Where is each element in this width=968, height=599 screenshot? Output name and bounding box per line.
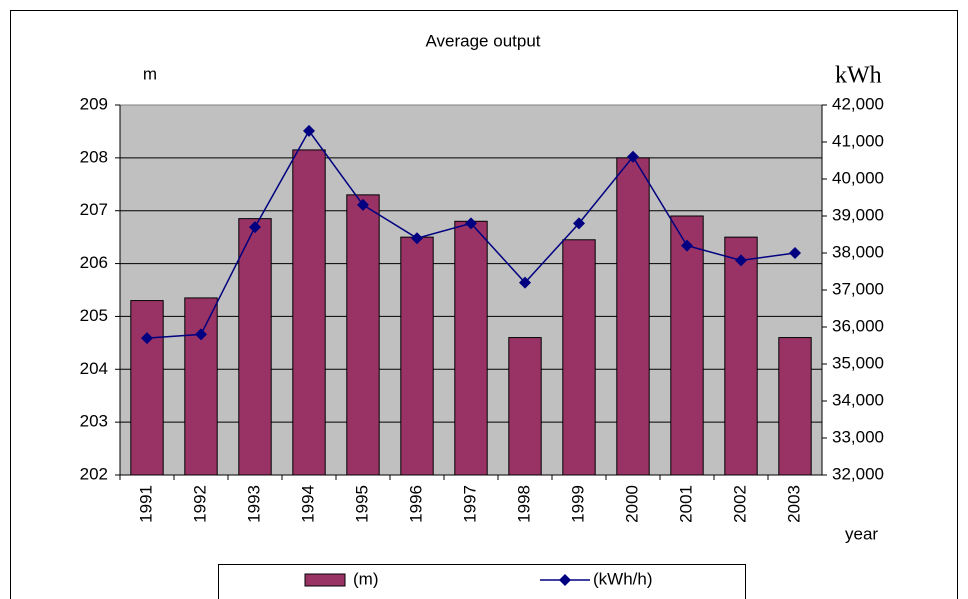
y2-tick-label: 41,000 <box>832 131 884 150</box>
y2-tick-label: 33,000 <box>832 427 884 446</box>
bar <box>292 149 326 476</box>
x-tick-label: 1991 <box>136 485 155 523</box>
bar <box>238 218 272 476</box>
y-tick-label: 207 <box>80 200 108 219</box>
line-marker <box>249 221 261 234</box>
y-axis-label: m <box>143 64 157 83</box>
line-marker <box>519 276 531 289</box>
line-marker <box>573 217 585 230</box>
y2-tick-label: 36,000 <box>832 316 884 335</box>
bar <box>616 157 650 476</box>
x-tick-label: 1997 <box>460 485 479 523</box>
x-tick-label: 1995 <box>352 485 371 523</box>
x-tick-label: 1999 <box>568 485 587 523</box>
line-marker <box>195 328 207 341</box>
x-tick-label: 2003 <box>784 485 803 523</box>
x-tick-label: 1998 <box>514 485 533 523</box>
y2-tick-label: 34,000 <box>832 390 884 409</box>
y2-tick-label: 35,000 <box>832 353 884 372</box>
y2-tick-label: 40,000 <box>832 168 884 187</box>
y-tick-label: 203 <box>80 412 108 431</box>
bar <box>400 236 434 476</box>
x-tick-label: 1994 <box>298 485 317 523</box>
legend-label: (m) <box>353 569 378 588</box>
y-tick-label: 202 <box>80 464 108 483</box>
x-tick-label: 2000 <box>622 485 641 523</box>
legend-label: (kWh/h) <box>593 569 653 588</box>
line-marker <box>735 254 747 267</box>
x-tick-label: 1996 <box>406 485 425 523</box>
bar <box>184 297 218 476</box>
x-axis-label: year <box>845 524 878 543</box>
y-tick-label: 208 <box>80 147 108 166</box>
bar <box>562 239 596 476</box>
bar <box>670 215 704 476</box>
x-tick-label: 2001 <box>676 485 695 523</box>
x-tick-label: 1993 <box>244 485 263 523</box>
legend <box>218 564 746 599</box>
bar <box>778 337 812 476</box>
bar <box>130 300 164 476</box>
y-tick-label: 205 <box>80 306 108 325</box>
y-tick-label: 209 <box>80 94 108 113</box>
x-tick-label: 1992 <box>190 485 209 523</box>
y2-tick-label: 32,000 <box>832 464 884 483</box>
y2-tick-label: 42,000 <box>832 94 884 113</box>
y2-tick-label: 38,000 <box>832 242 884 261</box>
chart-title: Average output <box>426 31 541 50</box>
line-marker <box>627 150 639 163</box>
line-marker <box>465 217 477 230</box>
line-marker <box>411 232 423 245</box>
y2-tick-label: 37,000 <box>832 279 884 298</box>
line-marker <box>559 574 571 586</box>
bar <box>346 194 380 476</box>
line-marker <box>789 247 801 259</box>
line-marker <box>303 124 315 137</box>
y-tick-label: 206 <box>80 253 108 272</box>
line-marker <box>141 332 153 345</box>
y2-tick-label: 39,000 <box>832 205 884 224</box>
bar <box>454 220 488 476</box>
y-tick-label: 204 <box>80 359 108 378</box>
line-marker <box>681 239 693 252</box>
y2-axis-label: kWh <box>835 63 882 89</box>
x-tick-label: 2002 <box>730 485 749 523</box>
bar <box>724 236 758 476</box>
legend-swatch <box>304 573 346 587</box>
bar <box>508 337 542 476</box>
line-marker <box>357 198 369 211</box>
